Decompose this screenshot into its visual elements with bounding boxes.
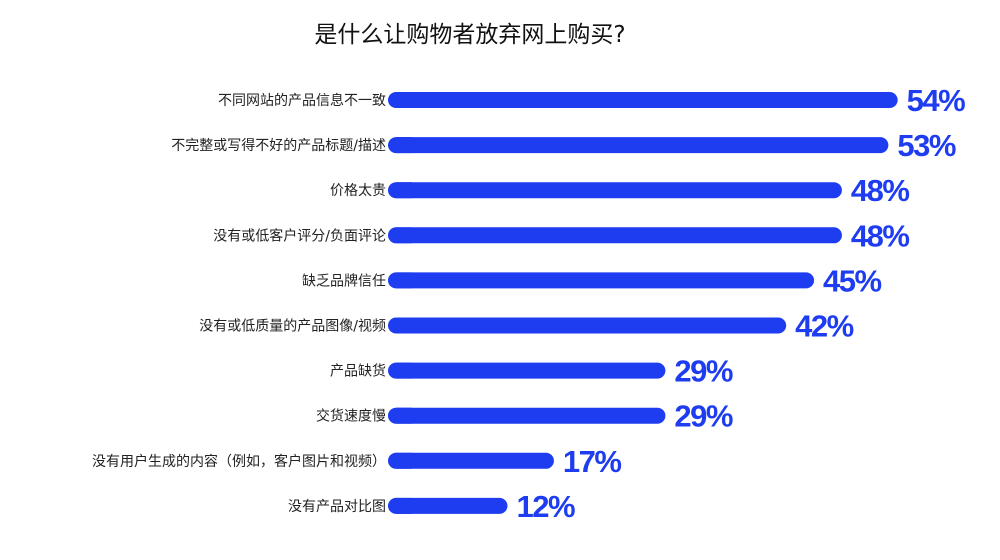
- category-label: 没有或低质量的产品图像/视频: [199, 319, 386, 335]
- bars-layer: 不同网站的产品信息不一致 54% 不完整或写得不好的产品标题/描述 53% 价格太贵 48…: [92, 83, 967, 524]
- category-label: 交货速度慢: [316, 408, 386, 425]
- bar-base: [396, 137, 412, 154]
- category-label: 缺乏品牌信任: [302, 272, 386, 289]
- bar-base: [396, 407, 412, 424]
- bar: [388, 452, 554, 469]
- value-label: 54%: [907, 83, 965, 118]
- value-label: 29%: [674, 354, 732, 389]
- value-label: 48%: [851, 173, 909, 208]
- bar: [388, 272, 815, 289]
- value-label: 12%: [516, 489, 574, 524]
- category-label: 没有产品对比图: [288, 499, 386, 515]
- chart-title: 是什么让购物者放弃网上购买?: [314, 22, 625, 48]
- bar: [388, 182, 842, 199]
- bar: [388, 227, 842, 244]
- value-label: 45%: [823, 263, 881, 298]
- category-label: 没有或低客户评分/负面评论: [213, 227, 386, 244]
- bar: [388, 137, 889, 154]
- category-label: 价格太贵: [330, 183, 386, 199]
- bar: [388, 362, 666, 379]
- bar-base: [396, 497, 412, 514]
- value-label: 48%: [851, 218, 909, 253]
- bar-base: [396, 227, 412, 244]
- bar-base: [396, 317, 412, 334]
- bar-base: [396, 182, 412, 199]
- bar: [388, 497, 508, 514]
- value-label: 42%: [795, 309, 853, 344]
- bar-base: [396, 272, 412, 289]
- category-label: 不同网站的产品信息不一致: [218, 92, 386, 109]
- category-label: 没有用户生成的内容（例如，客户图片和视频）: [92, 453, 386, 470]
- bar-base: [396, 92, 412, 108]
- category-label: 不完整或写得不好的产品标题/描述: [171, 137, 386, 154]
- value-label: 29%: [674, 399, 732, 434]
- bar-base: [396, 362, 412, 379]
- value-label: 53%: [897, 128, 955, 163]
- bar: [388, 407, 666, 424]
- bar-base: [396, 452, 412, 469]
- category-label: 产品缺货: [330, 363, 386, 380]
- bar: [388, 92, 898, 108]
- bar: [388, 317, 787, 334]
- value-label: 17%: [563, 444, 621, 479]
